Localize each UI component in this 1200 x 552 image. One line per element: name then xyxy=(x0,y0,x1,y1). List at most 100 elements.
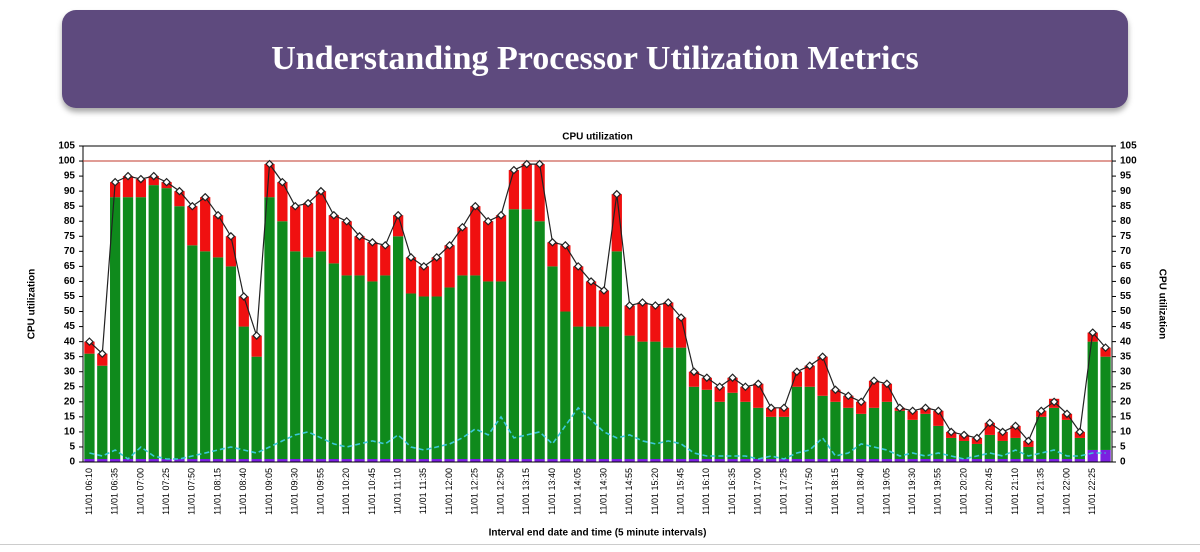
x-tick-label: 11/01 17:50 xyxy=(804,468,814,515)
bar-segment xyxy=(843,395,854,408)
bar-segment xyxy=(1048,407,1060,459)
bar-segment xyxy=(483,221,494,282)
bar-segment xyxy=(1087,341,1098,450)
bar-segment xyxy=(650,305,661,342)
bar-segment xyxy=(933,458,944,462)
x-tick-label: 11/01 22:00 xyxy=(1061,468,1071,515)
line-marker xyxy=(187,201,197,211)
bar-segment xyxy=(84,341,95,354)
bar-segment xyxy=(354,458,365,462)
bar-segment xyxy=(624,458,635,462)
bar-segment xyxy=(560,458,571,462)
bar-segment xyxy=(367,458,378,462)
bar-segment xyxy=(1036,416,1047,459)
line-marker xyxy=(445,240,454,250)
bar-segment xyxy=(971,458,983,462)
bar-segment xyxy=(380,275,391,459)
x-tick-label: 11/01 13:15 xyxy=(521,468,531,515)
bar-segment xyxy=(611,251,622,459)
bar-segment xyxy=(238,326,249,459)
bar-segment xyxy=(495,281,507,459)
y-tick-label: 70 xyxy=(64,246,76,257)
bar-segment xyxy=(547,242,558,267)
line-marker xyxy=(1024,436,1033,446)
x-tick-label: 11/01 06:35 xyxy=(110,468,120,515)
y2-tick-label: 5 xyxy=(1120,442,1126,453)
bar-segment xyxy=(277,221,288,459)
bar-segment xyxy=(212,257,224,459)
slide-title: Understanding Processor Utilization Metr… xyxy=(271,40,919,77)
line-marker xyxy=(97,349,107,359)
bar-segment xyxy=(341,458,352,462)
y-tick-label: 15 xyxy=(64,411,76,422)
y2-tick-label: 85 xyxy=(1120,201,1132,212)
bar-segment xyxy=(984,458,995,462)
bar-segment xyxy=(264,197,275,459)
x-tick-label: 11/01 10:20 xyxy=(341,468,351,515)
bar-segment xyxy=(830,389,841,402)
line-marker xyxy=(728,373,737,383)
bar-segment xyxy=(161,458,172,462)
bar-segment xyxy=(1074,458,1085,462)
line-marker xyxy=(535,159,544,169)
bar-segment xyxy=(997,431,1008,441)
bar-segment xyxy=(573,266,584,327)
bar-segment xyxy=(868,380,880,408)
bar-segment xyxy=(830,401,841,459)
bar-segment xyxy=(753,458,764,462)
x-tick-label: 11/01 19:30 xyxy=(907,468,917,515)
bar-segment xyxy=(444,245,455,288)
bar-segment xyxy=(701,458,712,462)
line-marker xyxy=(895,403,905,413)
bar-segment xyxy=(933,425,944,459)
bar-segment xyxy=(418,266,430,297)
y-tick-label: 95 xyxy=(64,171,76,182)
bar-segment xyxy=(650,458,661,462)
bar-segment xyxy=(225,266,237,459)
line-marker xyxy=(959,430,969,440)
bar-segment xyxy=(534,221,545,459)
bar-segment xyxy=(341,221,352,276)
line-marker xyxy=(560,240,570,250)
line-marker xyxy=(303,198,313,208)
bar-segment xyxy=(84,458,95,462)
bar-segment xyxy=(881,458,893,462)
y-tick-label: 50 xyxy=(64,306,76,317)
bar-segment xyxy=(778,416,790,459)
bar-segment xyxy=(97,458,108,462)
line-marker xyxy=(573,262,583,271)
bar-segment xyxy=(688,371,700,387)
line-marker xyxy=(741,382,750,392)
bar-segment xyxy=(791,386,803,459)
bar-segment xyxy=(135,179,147,198)
line-marker xyxy=(316,186,326,196)
x-tick-label: 11/01 14:05 xyxy=(573,468,583,515)
bar-segment xyxy=(508,209,520,459)
bar-segment xyxy=(328,458,339,462)
x-tick-label: 11/01 22:25 xyxy=(1087,468,1097,515)
bar-segment xyxy=(598,458,610,462)
bar-segment xyxy=(663,302,674,348)
y-tick-label: 35 xyxy=(64,351,76,362)
line-marker xyxy=(1049,397,1059,407)
x-tick-label: 11/01 09:30 xyxy=(290,468,300,515)
bar-segment xyxy=(1100,356,1111,450)
bar-segment xyxy=(495,458,507,462)
bar-segment xyxy=(277,458,288,462)
y-tick-label: 60 xyxy=(64,276,76,287)
bar-segment xyxy=(1036,458,1047,462)
line-marker xyxy=(985,418,995,428)
x-tick-label: 11/01 07:25 xyxy=(161,468,171,515)
bar-segment xyxy=(778,407,790,417)
line-marker xyxy=(329,210,339,220)
bar-segment xyxy=(187,206,198,246)
y2-axis-title: CPU utilization xyxy=(1156,269,1167,340)
bar-segment xyxy=(251,458,262,462)
bar-segment xyxy=(392,215,404,237)
bar-segment xyxy=(315,458,327,462)
bar-segment xyxy=(315,191,327,252)
bar-segment xyxy=(663,347,674,459)
bar-segment xyxy=(688,386,700,459)
bar-segment xyxy=(637,302,648,342)
